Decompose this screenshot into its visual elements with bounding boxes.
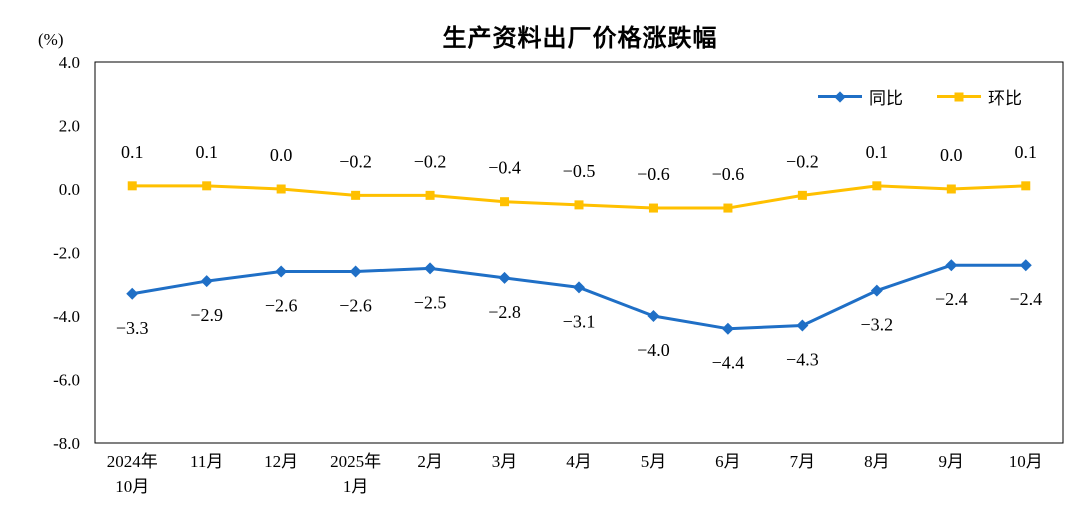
plot-border [94,61,1064,444]
x-tick-label: 3月 [492,452,518,471]
data-label: −2.9 [190,305,223,325]
legend-item-huanbi: 环比 [937,84,1022,109]
diamond-marker [424,262,437,275]
legend: 同比 环比 [818,84,1022,109]
data-label: −0.4 [488,158,521,178]
data-label: −2.6 [339,296,372,316]
data-label: −2.4 [935,289,968,309]
diamond-marker [721,322,734,335]
data-label: −0.6 [637,164,670,184]
x-tick-label: 11月 [190,452,223,471]
square-marker [723,203,733,213]
square-marker-icon [954,92,964,101]
data-label: 0.0 [940,145,963,165]
y-tick-label: 2.0 [59,117,80,136]
diamond-marker [1019,259,1032,272]
data-label: −0.6 [712,164,745,184]
y-axis-unit-label: (%) [38,30,64,49]
data-label: −0.2 [786,151,819,171]
x-tick-label: 6月 [715,452,741,471]
tongbi-line-swatch [818,90,862,103]
x-tick-label: 10月 [1009,452,1043,471]
x-tick-label: 2024年 [107,452,158,471]
diamond-marker [945,259,958,272]
diamond-marker-icon [834,90,846,103]
x-tick-label: 8月 [864,452,890,471]
diamond-marker [275,265,288,278]
square-marker [425,190,435,200]
x-tick-label: 7月 [790,452,816,471]
diamond-marker [647,310,660,322]
diamond-marker [200,275,213,288]
huanbi-line-swatch [937,92,981,101]
data-label: −2.8 [488,302,521,322]
square-marker [127,181,137,191]
y-tick-label: 0.0 [59,180,80,199]
chart-title: 生产资料出厂价格涨跌幅 [442,25,718,52]
data-label: −0.2 [339,151,372,171]
square-marker [202,181,212,191]
data-label: −3.1 [563,311,596,331]
data-label: −2.6 [265,296,298,316]
x-tick-label: 2025年 [330,452,381,471]
data-label: 0.1 [195,142,218,162]
y-tick-label: -2.0 [53,244,80,263]
square-marker [797,190,807,200]
x-tick-label: 1月 [343,477,369,496]
data-label: −3.2 [861,315,894,335]
data-label: −4.4 [712,353,745,373]
y-tick-label: 4.0 [59,53,80,72]
diamond-marker [870,284,883,297]
square-marker [351,190,361,200]
x-tick-label: 9月 [939,452,965,471]
square-marker [500,197,510,207]
y-tick-label: -8.0 [53,434,80,453]
diamond-marker [349,265,362,278]
square-marker [574,200,584,210]
square-marker [648,203,658,213]
data-label: 0.1 [121,142,144,162]
data-label: −0.5 [563,161,596,181]
data-label: 0.1 [866,142,889,162]
x-tick-label: 5月 [641,452,667,471]
x-tick-label: 12月 [264,452,298,471]
legend-label-huanbi: 环比 [988,89,1022,108]
diamond-marker [498,271,511,284]
data-label: 0.0 [270,145,293,165]
legend-item-tongbi: 同比 [818,84,903,109]
data-label: 0.1 [1015,142,1038,162]
diamond-marker [796,319,809,332]
data-label: −2.4 [1009,289,1042,309]
square-marker [872,181,882,191]
data-label: −3.3 [116,318,149,338]
square-marker [946,184,956,194]
data-label: −0.2 [414,151,447,171]
square-marker [1021,181,1031,191]
x-tick-label: 4月 [566,452,592,471]
legend-label-tongbi: 同比 [869,89,903,108]
y-tick-label: -6.0 [53,371,80,390]
diamond-marker [573,281,585,294]
x-tick-label: 2月 [417,452,443,471]
data-label: −4.0 [637,340,670,360]
y-tick-label: -4.0 [53,307,80,326]
data-label: −4.3 [786,350,819,370]
diamond-marker [126,287,139,300]
x-tick-label: 10月 [115,477,149,496]
square-marker [276,184,286,194]
data-label: −2.5 [414,292,447,312]
